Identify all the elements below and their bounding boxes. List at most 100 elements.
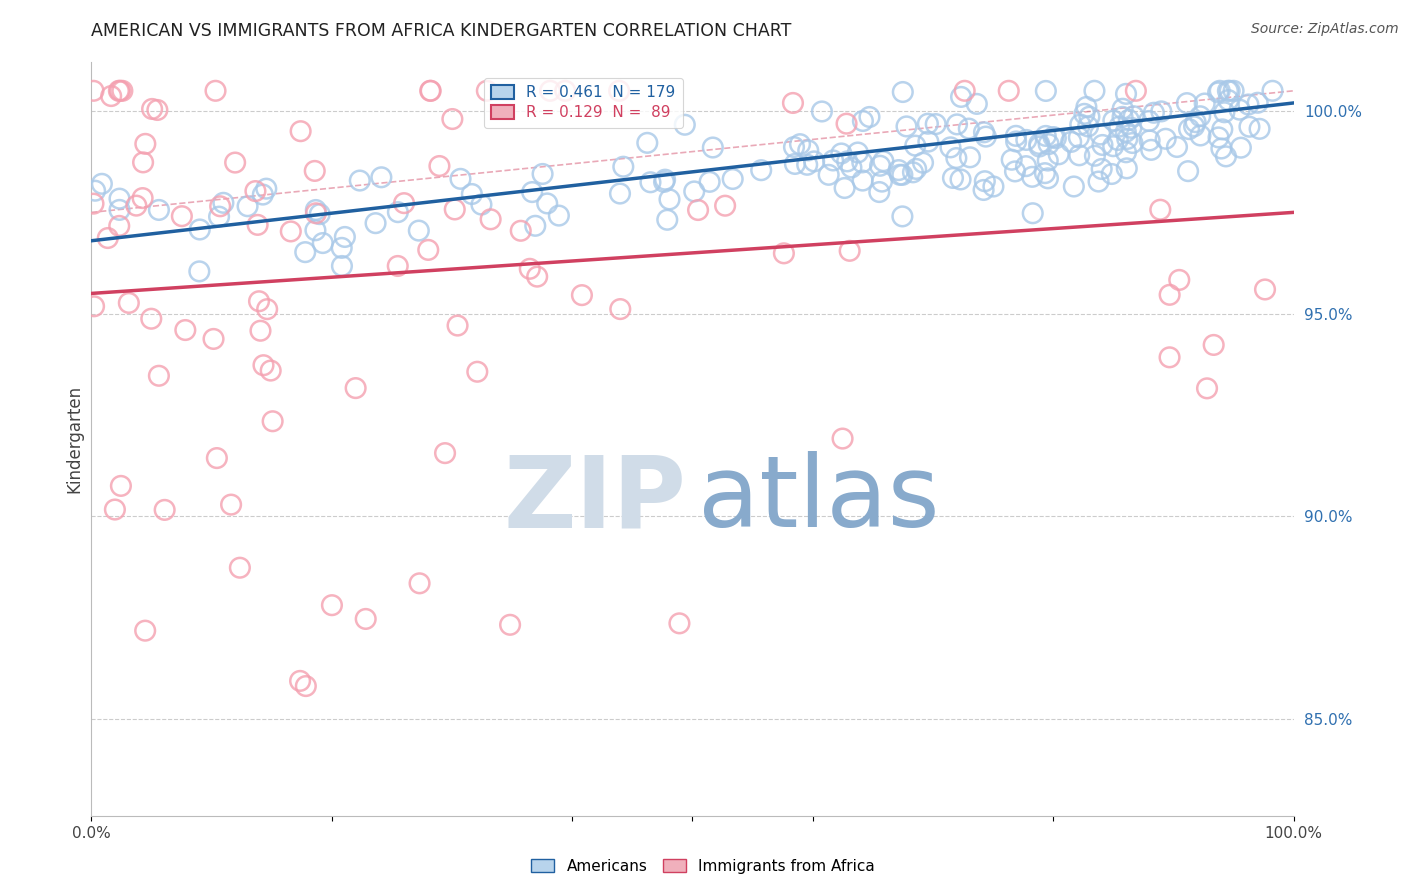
Point — [387, 259, 409, 273]
Point — [837, 154, 859, 169]
Point — [224, 155, 246, 169]
Point — [841, 161, 863, 175]
Point — [429, 159, 451, 173]
Point — [141, 311, 163, 326]
Point — [891, 85, 914, 99]
Point — [131, 191, 153, 205]
Point — [212, 195, 235, 210]
Point — [571, 288, 593, 302]
Point — [917, 135, 939, 149]
Point — [917, 117, 939, 131]
Point — [1022, 206, 1045, 220]
Point — [1237, 97, 1260, 112]
Point — [204, 84, 226, 98]
Point — [1261, 84, 1284, 98]
Point — [1125, 84, 1147, 98]
Point — [419, 84, 441, 98]
Point — [1060, 135, 1083, 149]
Point — [208, 210, 231, 224]
Point — [148, 368, 170, 383]
Point — [796, 158, 818, 172]
Point — [229, 560, 252, 574]
Point — [1140, 143, 1163, 157]
Point — [1182, 120, 1205, 134]
Point — [1213, 105, 1236, 120]
Point — [321, 598, 343, 612]
Point — [441, 112, 464, 126]
Point — [846, 145, 869, 160]
Point — [1159, 351, 1181, 365]
Point — [1042, 130, 1064, 145]
Point — [803, 154, 825, 169]
Point — [957, 121, 980, 136]
Point — [609, 301, 631, 316]
Point — [889, 168, 911, 182]
Point — [702, 140, 724, 154]
Point — [1101, 167, 1123, 181]
Point — [783, 157, 806, 171]
Point — [905, 161, 928, 176]
Point — [461, 186, 484, 201]
Point — [134, 624, 156, 638]
Point — [1166, 140, 1188, 154]
Point — [911, 155, 934, 169]
Point — [499, 617, 522, 632]
Point — [953, 84, 976, 98]
Point — [249, 324, 271, 338]
Point — [868, 185, 890, 199]
Point — [1116, 132, 1139, 146]
Point — [450, 172, 472, 186]
Point — [1091, 138, 1114, 153]
Point — [132, 155, 155, 169]
Point — [1073, 107, 1095, 121]
Point — [858, 110, 880, 124]
Point — [1211, 122, 1233, 136]
Point — [100, 89, 122, 103]
Text: AMERICAN VS IMMIGRANTS FROM AFRICA KINDERGARTEN CORRELATION CHART: AMERICAN VS IMMIGRANTS FROM AFRICA KINDE… — [91, 22, 792, 40]
Point — [280, 224, 302, 238]
Point — [108, 202, 131, 217]
Point — [1215, 149, 1237, 163]
Point — [891, 210, 914, 224]
Point — [443, 202, 465, 217]
Point — [1045, 131, 1067, 145]
Point — [1069, 148, 1091, 162]
Point — [949, 172, 972, 186]
Point — [260, 363, 283, 377]
Point — [1102, 113, 1125, 128]
Point — [1122, 109, 1144, 123]
Point — [1189, 109, 1212, 123]
Point — [470, 197, 492, 211]
Point — [153, 503, 176, 517]
Point — [290, 124, 312, 138]
Point — [1229, 103, 1251, 117]
Point — [1139, 133, 1161, 147]
Point — [387, 205, 409, 219]
Point — [783, 140, 806, 154]
Point — [942, 170, 965, 185]
Point — [904, 138, 927, 153]
Point — [1035, 84, 1057, 98]
Point — [1028, 139, 1050, 153]
Point — [1090, 128, 1112, 142]
Point — [294, 245, 316, 260]
Point — [333, 230, 356, 244]
Point — [305, 206, 328, 220]
Point — [887, 163, 910, 178]
Point — [974, 129, 997, 144]
Point — [125, 199, 148, 213]
Point — [997, 84, 1019, 98]
Point — [1115, 161, 1137, 176]
Point — [209, 199, 232, 213]
Point — [925, 117, 948, 131]
Point — [1102, 139, 1125, 153]
Point — [1249, 121, 1271, 136]
Point — [668, 616, 690, 631]
Point — [1021, 169, 1043, 184]
Point — [108, 219, 131, 233]
Point — [111, 84, 134, 98]
Point — [1178, 122, 1201, 136]
Text: atlas: atlas — [699, 451, 941, 548]
Point — [1222, 84, 1244, 98]
Point — [1035, 128, 1057, 143]
